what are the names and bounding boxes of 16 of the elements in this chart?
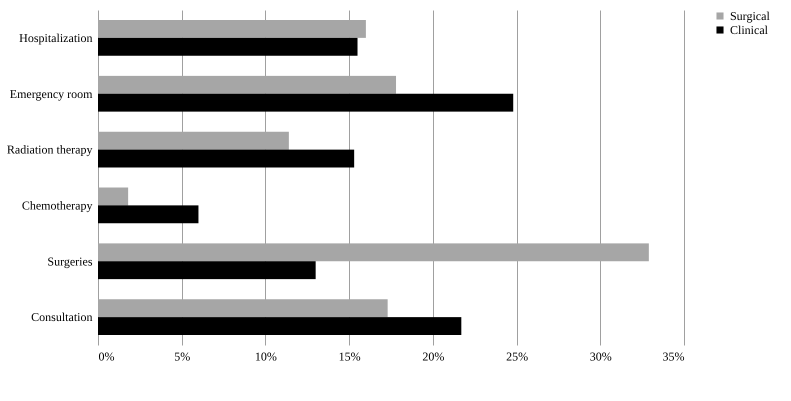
- x-tick-label: 15%: [338, 350, 361, 364]
- x-tick-label: 20%: [422, 350, 444, 364]
- x-tick-label: 35%: [662, 350, 684, 364]
- y-tick-label: Hospitalization: [19, 30, 92, 45]
- x-tick-label: 5%: [174, 350, 190, 364]
- x-tick-label: 10%: [254, 350, 277, 364]
- y-tick-label: Radiation therapy: [6, 142, 92, 157]
- y-tick-label: Consultation: [31, 310, 92, 324]
- x-tick-label: 30%: [590, 350, 612, 364]
- y-tick-label: Surgeries: [47, 254, 93, 268]
- y-tick-label: Chemotherapy: [22, 198, 92, 212]
- legend-label: Surgical: [730, 9, 770, 23]
- legend-label: Clinical: [730, 23, 769, 37]
- y-tick-label: Emergency room: [10, 86, 94, 101]
- x-tick-label: 0%: [98, 350, 114, 364]
- x-tick-label: 25%: [506, 350, 528, 364]
